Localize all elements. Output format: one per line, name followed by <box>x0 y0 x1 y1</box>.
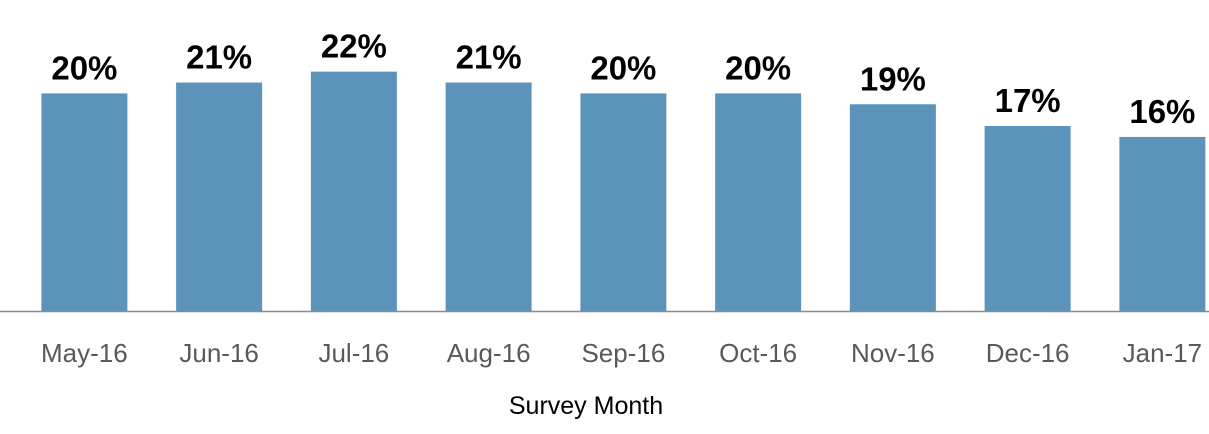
bar <box>984 126 1071 311</box>
x-tick-label: Jul-16 <box>318 338 389 368</box>
bar <box>580 93 667 312</box>
x-tick-label: Dec-16 <box>986 338 1070 368</box>
x-axis-title: Survey Month <box>509 392 663 420</box>
data-label: 20% <box>590 49 656 86</box>
x-tick-label: Aug-16 <box>447 338 531 368</box>
bar <box>176 82 263 312</box>
data-label: 22% <box>321 28 387 65</box>
x-tick-label: Sep-16 <box>581 338 665 368</box>
x-tick-label: Oct-16 <box>719 338 797 368</box>
bar <box>41 93 128 312</box>
x-tick-label: Jan-17 <box>1123 338 1203 368</box>
x-tick-label: Jun-16 <box>179 338 259 368</box>
data-label: 20% <box>51 49 117 86</box>
bar <box>310 71 397 311</box>
data-label: 21% <box>456 39 522 76</box>
data-label: 21% <box>186 39 252 76</box>
data-label: 17% <box>995 82 1061 119</box>
bar <box>849 104 936 311</box>
bar <box>1119 136 1206 311</box>
data-label: 19% <box>860 60 926 97</box>
data-label: 20% <box>725 49 791 86</box>
bar <box>445 82 532 312</box>
data-label: 16% <box>1129 93 1195 130</box>
x-tick-label: Nov-16 <box>851 338 935 368</box>
x-tick-label: May-16 <box>41 338 128 368</box>
bar <box>715 93 802 312</box>
